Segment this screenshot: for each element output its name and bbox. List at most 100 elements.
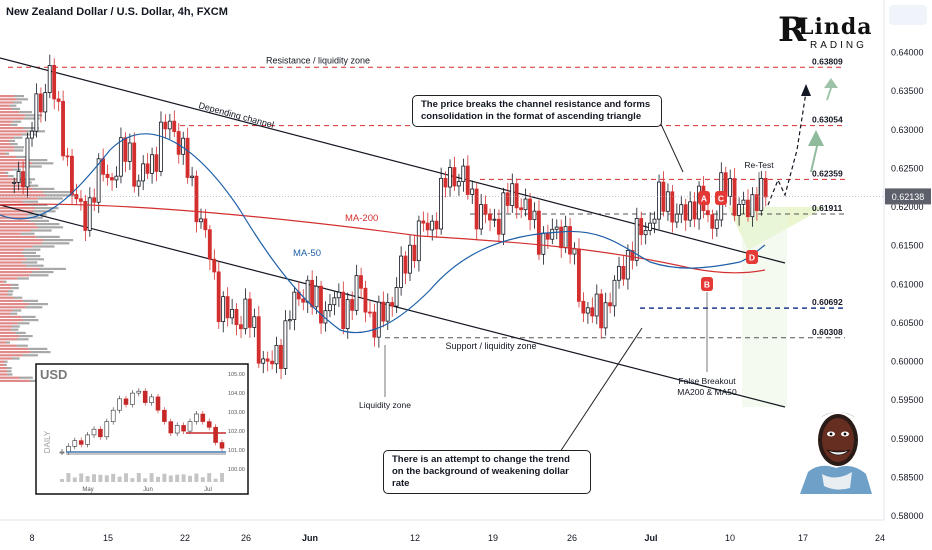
price-axis-panel [884,0,932,550]
level-value-label: 0.63054 [812,115,843,125]
volume-bar-sell [0,312,11,315]
candle-body [456,181,461,187]
candle [648,212,652,236]
time-tick-label: 15 [103,533,113,543]
time-tick-label: Jul [644,533,657,543]
candle-body [105,173,110,178]
inset-volume-bar [175,474,180,482]
price-tick-label: 0.58500 [891,473,924,483]
candle-body [559,226,564,249]
volume-bar-buy [4,360,8,363]
volume-bar-sell [0,303,29,306]
inset-volume-bar [156,476,160,482]
candle-body [536,210,541,255]
volume-bar-sell [0,261,23,264]
volume-bar-sell [0,239,44,242]
candle [412,235,417,269]
inset-volume-bar [104,475,109,482]
candle [608,292,612,314]
candle [230,298,234,325]
candle [283,310,288,375]
volume-bar-sell [0,255,25,258]
volume-bar-sell [0,267,40,270]
price-tick-label: 0.61500 [891,241,924,251]
chart-title: New Zealand Dollar / U.S. Dollar, 4h, FX… [6,6,228,18]
candle [448,159,452,197]
candle-body [279,344,283,369]
candle [443,171,448,198]
candle-body [252,316,257,328]
candle [425,212,430,237]
logo-name: Linda [798,14,873,40]
time-tick-label: 8 [29,533,34,543]
candle [612,275,617,317]
volume-bar-sell [0,197,38,200]
inset-volume-bar [124,473,128,482]
candle-body [737,203,741,216]
volume-bar-sell [0,226,38,229]
candle [150,147,154,184]
candle [474,182,479,240]
candle [243,288,248,335]
candle-body [741,199,746,205]
volume-bar-sell [0,258,27,261]
candle-body [425,222,430,231]
candle-body [216,271,221,323]
symbol-search-button[interactable] [889,5,927,25]
candle-body [763,178,768,198]
liquidity-zone-label: Liquidity zone [359,400,411,410]
volume-bar-buy [41,242,70,245]
volume-bar-buy [22,261,38,264]
inset-volume-bar [162,473,167,482]
level-value-label: 0.62359 [812,168,843,178]
candle [105,164,110,186]
candle [261,351,266,374]
candle-body [568,226,572,255]
candle [118,127,123,184]
candle-body [421,220,426,224]
volume-bar-sell [0,232,21,235]
candle [643,222,648,245]
volume-bar-sell [0,341,6,344]
volume-bar-sell [0,277,18,280]
volume-bar-sell [0,367,8,370]
candle-body [363,287,368,313]
trend-callout-pointer [559,327,643,453]
candle-body [56,98,61,102]
marker-c-badge [715,191,727,205]
candle [572,242,577,265]
candle-body [572,248,577,255]
inset-time-label: Jul [204,487,212,493]
candle [590,297,595,323]
volume-bar-sell [0,191,43,194]
volume-bar-buy [28,347,48,350]
inset-volume-bar [168,475,173,482]
candle [274,336,279,374]
volume-bar-buy [11,287,19,290]
candle [750,187,755,227]
candle-body [203,218,208,231]
candle-body [403,255,408,274]
candle [194,170,199,233]
volume-bar-sell [0,347,29,350]
candle [87,187,92,237]
candle-body [434,220,439,230]
candle-body [243,298,248,330]
volume-bar-sell [0,319,24,322]
candle-body [461,165,466,182]
candle [688,191,692,227]
candle [136,174,141,197]
candle-body [576,248,581,302]
candle-body [608,302,612,307]
volume-bar-sell [0,146,15,149]
volume-bar-buy [35,207,59,210]
candle-body [399,255,403,288]
candle [634,207,639,267]
volume-bar-sell [0,194,46,197]
candle-body [110,177,114,181]
volume-bar-sell [0,315,22,318]
volume-bar-sell [0,338,18,341]
inset-candle [66,445,71,453]
volume-bar-buy [10,123,18,126]
volume-bar-sell [0,299,23,302]
